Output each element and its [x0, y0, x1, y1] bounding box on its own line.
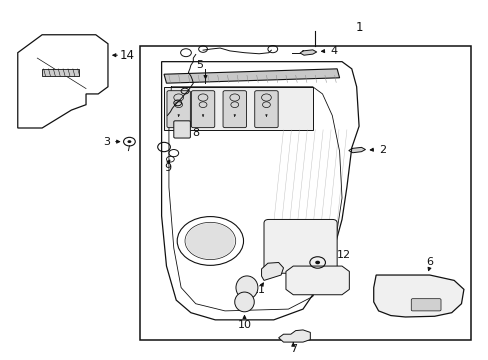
- Text: 9: 9: [163, 163, 171, 173]
- Circle shape: [127, 140, 131, 143]
- Text: 4: 4: [329, 46, 337, 56]
- FancyBboxPatch shape: [191, 91, 214, 128]
- Text: 3: 3: [103, 137, 110, 147]
- FancyBboxPatch shape: [223, 91, 246, 128]
- Text: 13: 13: [174, 100, 188, 110]
- Polygon shape: [161, 62, 358, 320]
- Text: 8: 8: [192, 128, 199, 138]
- Text: 14: 14: [120, 49, 135, 62]
- FancyBboxPatch shape: [254, 91, 278, 128]
- Text: 10: 10: [237, 320, 251, 330]
- Circle shape: [315, 261, 320, 264]
- Text: 1: 1: [355, 21, 362, 34]
- Text: 7: 7: [289, 344, 296, 354]
- Bar: [163, 87, 312, 130]
- Polygon shape: [348, 147, 365, 153]
- Text: 2: 2: [378, 144, 385, 154]
- FancyBboxPatch shape: [173, 121, 190, 138]
- Text: 6: 6: [426, 257, 432, 267]
- Circle shape: [185, 223, 234, 259]
- Polygon shape: [300, 50, 316, 55]
- Text: 11: 11: [252, 285, 265, 295]
- Text: 12: 12: [336, 250, 350, 260]
- Bar: [42, 69, 79, 76]
- Text: 5: 5: [196, 60, 203, 70]
- Polygon shape: [285, 266, 348, 295]
- Ellipse shape: [234, 292, 254, 312]
- Polygon shape: [163, 69, 339, 83]
- Polygon shape: [373, 275, 463, 317]
- FancyBboxPatch shape: [410, 299, 440, 311]
- Bar: [140, 45, 470, 339]
- Polygon shape: [18, 35, 108, 128]
- FancyBboxPatch shape: [264, 220, 336, 273]
- Ellipse shape: [236, 276, 257, 299]
- Polygon shape: [261, 262, 283, 280]
- Polygon shape: [278, 330, 310, 342]
- FancyBboxPatch shape: [166, 91, 190, 128]
